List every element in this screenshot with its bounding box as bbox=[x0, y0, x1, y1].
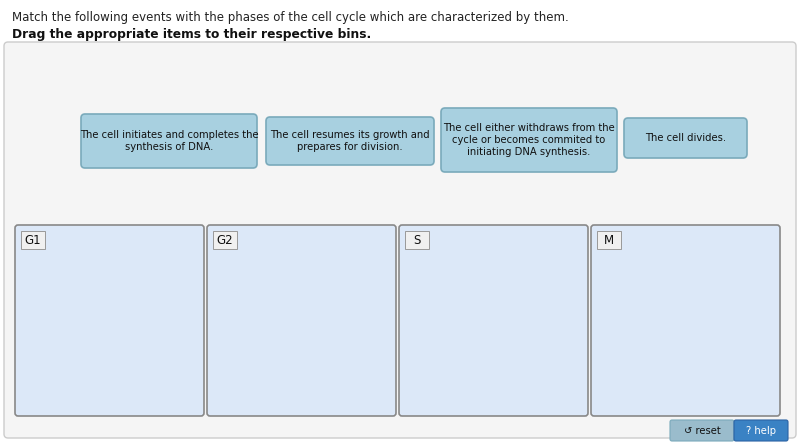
FancyBboxPatch shape bbox=[734, 420, 788, 441]
FancyBboxPatch shape bbox=[266, 117, 434, 165]
Text: Match the following events with the phases of the cell cycle which are character: Match the following events with the phas… bbox=[12, 11, 569, 24]
FancyBboxPatch shape bbox=[597, 231, 621, 249]
Text: The cell divides.: The cell divides. bbox=[645, 133, 726, 143]
Text: ↺ reset: ↺ reset bbox=[684, 425, 720, 436]
FancyBboxPatch shape bbox=[4, 42, 796, 438]
FancyBboxPatch shape bbox=[405, 231, 429, 249]
FancyBboxPatch shape bbox=[399, 225, 588, 416]
Text: S: S bbox=[414, 234, 421, 246]
FancyBboxPatch shape bbox=[15, 225, 204, 416]
Text: Drag the appropriate items to their respective bins.: Drag the appropriate items to their resp… bbox=[12, 28, 371, 41]
FancyBboxPatch shape bbox=[441, 108, 617, 172]
Text: G1: G1 bbox=[25, 234, 42, 246]
Text: M: M bbox=[604, 234, 614, 246]
FancyBboxPatch shape bbox=[81, 114, 257, 168]
Text: G2: G2 bbox=[217, 234, 234, 246]
Text: The cell either withdraws from the
cycle or becomes commited to
initiating DNA s: The cell either withdraws from the cycle… bbox=[443, 123, 615, 157]
FancyBboxPatch shape bbox=[213, 231, 237, 249]
Text: The cell resumes its growth and
prepares for division.: The cell resumes its growth and prepares… bbox=[270, 130, 430, 152]
FancyBboxPatch shape bbox=[21, 231, 45, 249]
Text: The cell initiates and completes the
synthesis of DNA.: The cell initiates and completes the syn… bbox=[80, 130, 258, 152]
FancyBboxPatch shape bbox=[591, 225, 780, 416]
Text: ? help: ? help bbox=[746, 425, 776, 436]
FancyBboxPatch shape bbox=[670, 420, 734, 441]
FancyBboxPatch shape bbox=[624, 118, 747, 158]
FancyBboxPatch shape bbox=[207, 225, 396, 416]
